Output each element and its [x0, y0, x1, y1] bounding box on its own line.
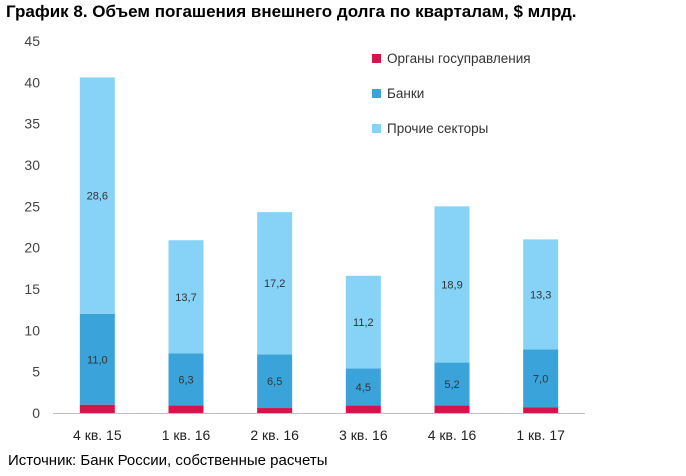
bar-segment: [168, 240, 204, 354]
data-label: 11,2: [353, 317, 374, 329]
x-tick-label: 3 кв. 16: [339, 427, 388, 443]
bar-segment: [79, 313, 115, 405]
bar-segment: [523, 349, 559, 408]
data-label: 6,5: [267, 376, 282, 388]
legend-swatch: [372, 89, 381, 98]
legend-label: Банки: [387, 86, 424, 101]
bar-segment: [79, 404, 115, 413]
bar-segment: [345, 405, 381, 413]
bar-segment: [434, 362, 470, 406]
bar-segment: [345, 275, 381, 369]
y-tick-label: 0: [32, 405, 40, 421]
bar-segment: [434, 405, 470, 413]
bar-segment: [257, 408, 293, 413]
legend-swatch: [372, 54, 381, 63]
data-label: 4,5: [356, 382, 371, 394]
y-tick-label: 10: [24, 322, 40, 338]
bar-segment: [345, 368, 381, 406]
y-tick-label: 45: [24, 33, 40, 49]
y-tick-label: 30: [24, 157, 40, 173]
data-label: 18,9: [441, 279, 462, 291]
data-label: 11,0: [87, 354, 108, 366]
data-label: 13,3: [530, 289, 551, 301]
x-tick-label: 4 кв. 16: [428, 427, 477, 443]
legend: Органы госуправления Банки Прочие секторы: [372, 51, 531, 136]
data-label: 5,2: [444, 379, 459, 391]
legend-label: Органы госуправления: [387, 51, 531, 66]
bar-segment: [434, 206, 470, 363]
bar-segment: [257, 212, 293, 355]
legend-label: Прочие секторы: [387, 121, 488, 136]
bar-segment: [168, 353, 204, 406]
y-tick-label: 35: [24, 116, 40, 132]
x-tick-label: 2 кв. 16: [250, 427, 299, 443]
data-label: 17,2: [264, 278, 285, 290]
x-tick-label: 1 кв. 17: [516, 427, 565, 443]
legend-swatch: [372, 124, 381, 133]
bar-segment: [79, 77, 115, 314]
bar-segment: [523, 407, 559, 413]
bar-segment: [523, 239, 559, 350]
bar-segment: [257, 354, 293, 409]
bars: 11,0 28,6 6,3 13,7 6,5 17,2 4,5 11,2 5,2 18,9 7,0 1…: [79, 77, 559, 413]
x-axis: 4 кв. 15 1 кв. 16 2 кв. 16 3 кв. 16 4 кв. 16…: [53, 413, 585, 443]
data-label: 28,6: [87, 191, 108, 203]
y-tick-label: 40: [24, 74, 40, 90]
y-axis: 0 5 10 15 20 25 30 35 40 45: [24, 33, 40, 421]
x-tick-label: 1 кв. 16: [162, 427, 211, 443]
data-label: 13,7: [175, 292, 196, 304]
y-tick-label: 5: [32, 364, 40, 380]
data-label: 7,0: [533, 373, 548, 385]
y-tick-label: 25: [24, 198, 40, 214]
chart-title: График 8. Объем погашения внешнего долга…: [6, 2, 577, 21]
x-tick-label: 4 кв. 15: [73, 427, 122, 443]
data-label: 6,3: [178, 375, 193, 387]
y-tick-label: 15: [24, 281, 40, 297]
y-tick-label: 20: [24, 240, 40, 256]
source-note: Источник: Банк России, собственные расче…: [8, 452, 328, 469]
bar-segment: [168, 405, 204, 413]
